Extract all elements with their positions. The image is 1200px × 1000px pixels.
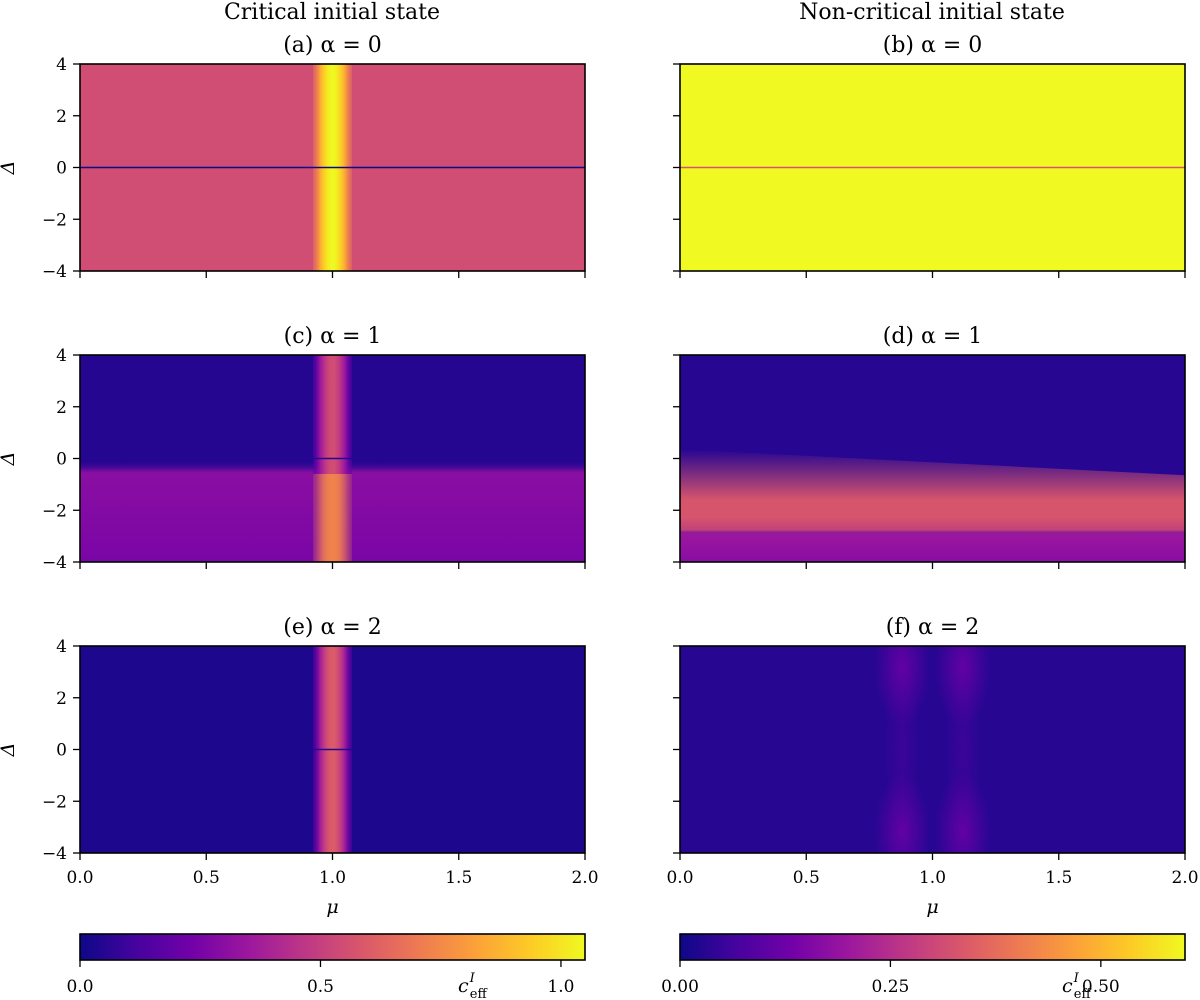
x-tick-label: 1.5 bbox=[445, 868, 472, 888]
panel-c: (c) α = 1 4 2 0 −2 −4 Δ bbox=[0, 324, 586, 573]
panel-title: (d) α = 1 bbox=[883, 324, 983, 349]
colorbar-tick-label: 0.50 bbox=[1082, 977, 1120, 997]
x-tick-label: 2.0 bbox=[571, 868, 598, 888]
y-tick-label: −4 bbox=[42, 262, 67, 282]
panel-title: (b) α = 0 bbox=[883, 33, 983, 58]
y-tick-label: 4 bbox=[56, 346, 67, 366]
x-tick-label: 1.0 bbox=[319, 868, 346, 888]
colorbar-left: 0.0 0.5 1.0 cI eff bbox=[66, 933, 586, 1000]
colorbar-label: cI eff bbox=[458, 971, 488, 1000]
colorbar-tick-label: 0.5 bbox=[307, 977, 334, 997]
right-column-title: Non-critical initial state bbox=[799, 0, 1065, 25]
x-tick-label: 1.5 bbox=[1045, 868, 1072, 888]
lower-region bbox=[680, 530, 1185, 562]
y-tick-label: 2 bbox=[56, 398, 67, 418]
side-bump bbox=[944, 659, 981, 840]
y-tick-label: −2 bbox=[42, 792, 67, 812]
panel-title: (e) α = 2 bbox=[283, 615, 381, 640]
colorbar-tick-label: 0.00 bbox=[661, 977, 699, 997]
y-tick-label: 4 bbox=[56, 637, 67, 657]
x-tick-label: 2.0 bbox=[1171, 868, 1198, 888]
colorbar-label: cI eff bbox=[1062, 971, 1092, 1000]
colorbar-tick-label: 0.0 bbox=[66, 977, 93, 997]
y-tick-label: 4 bbox=[56, 55, 67, 75]
x-tick-label: 0.0 bbox=[66, 868, 93, 888]
y-axis-label: Δ bbox=[0, 161, 19, 176]
y-tick-label: 0 bbox=[56, 741, 67, 761]
y-tick-label: −4 bbox=[42, 553, 67, 573]
x-tick-label: 1.0 bbox=[919, 868, 946, 888]
left-column-title: Critical initial state bbox=[224, 0, 440, 25]
x-tick-label: 0.0 bbox=[666, 868, 693, 888]
colorbar-gradient bbox=[679, 933, 1186, 961]
panel-d: (d) α = 1 bbox=[673, 324, 1186, 569]
x-tick-label: 0.5 bbox=[793, 868, 820, 888]
colorbar-gradient bbox=[79, 933, 586, 961]
panel-title: (c) α = 1 bbox=[284, 324, 382, 349]
x-axis-label: μ bbox=[326, 896, 338, 918]
x-axis-label: μ bbox=[926, 896, 938, 918]
panel-title: (f) α = 2 bbox=[886, 615, 980, 640]
y-tick-label: 2 bbox=[56, 689, 67, 709]
panel-f: (f) α = 2 0.0 0.5 1.0 1.5 2.0 μ bbox=[666, 615, 1198, 918]
panel-a: (a) α = 0 4 2 0 −2 −4 Δ bbox=[0, 33, 586, 282]
colorbar-tick-label: 1.0 bbox=[547, 977, 574, 997]
y-tick-label: −2 bbox=[42, 501, 67, 521]
heatmap-background bbox=[680, 646, 1185, 853]
y-tick-label: 0 bbox=[56, 450, 67, 470]
y-tick-label: 2 bbox=[56, 107, 67, 127]
y-tick-label: −4 bbox=[42, 844, 67, 864]
side-bump bbox=[884, 659, 921, 840]
y-tick-label: 0 bbox=[56, 159, 67, 179]
colorbar-tick-label: 0.25 bbox=[871, 977, 909, 997]
y-tick-label: −2 bbox=[42, 210, 67, 230]
panel-title: (a) α = 0 bbox=[283, 33, 382, 58]
y-axis-label: Δ bbox=[0, 452, 19, 467]
panel-e: (e) α = 2 0.0 0.5 1.0 1.5 2.0 4 2 0 −2 −4 Δμ bbox=[0, 615, 599, 918]
vertical-band-lower bbox=[313, 474, 352, 562]
y-axis-label: Δ bbox=[0, 743, 19, 758]
panel-b: (b) α = 0 bbox=[673, 33, 1186, 278]
x-tick-label: 0.5 bbox=[193, 868, 220, 888]
